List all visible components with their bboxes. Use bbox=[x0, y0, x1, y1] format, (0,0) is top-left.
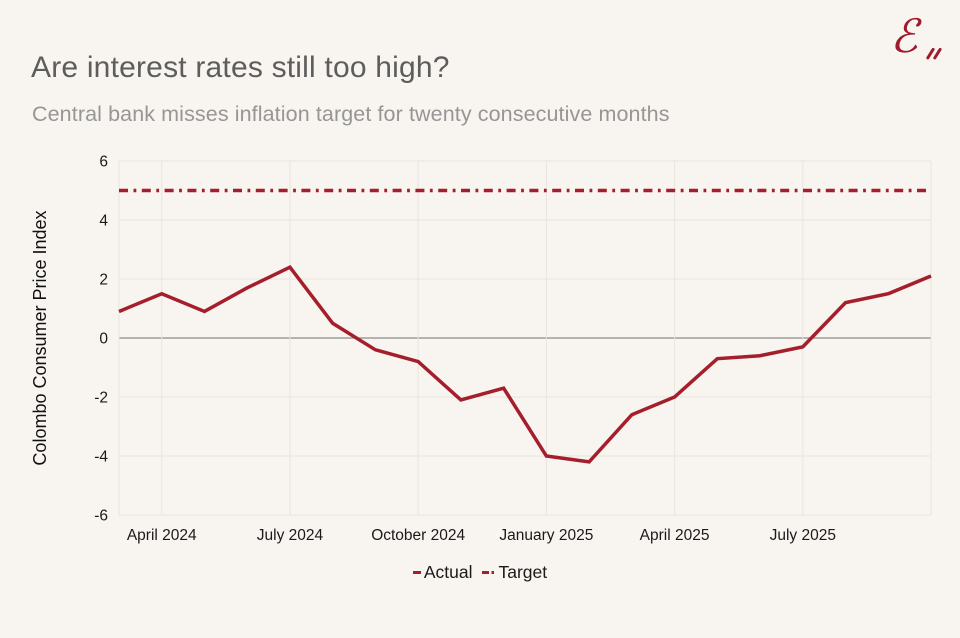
x-tick-label: April 2024 bbox=[127, 527, 197, 544]
y-tick-label: -6 bbox=[94, 508, 108, 525]
y-tick-label: -4 bbox=[94, 449, 108, 466]
actual-series-line bbox=[118, 265, 932, 464]
x-tick-label: April 2025 bbox=[640, 527, 710, 544]
x-tick-label: July 2025 bbox=[770, 527, 836, 544]
y-tick-label: 6 bbox=[99, 154, 108, 171]
chart-legend: Actual Target bbox=[0, 562, 960, 583]
x-axis-tick-labels: April 2024 July 2024 October 2024 January 2… bbox=[127, 527, 836, 544]
legend-item-target: Target bbox=[481, 562, 548, 583]
brand-logo-icon: ℰ bbox=[890, 9, 918, 63]
y-tick-label: 2 bbox=[99, 272, 108, 289]
page-title: Are interest rates still too high? bbox=[31, 51, 450, 84]
x-tick-label: July 2024 bbox=[257, 527, 324, 544]
y-axis-title: Colombo Consumer Price Index bbox=[30, 210, 50, 465]
horizontal-gridlines bbox=[119, 160, 931, 516]
actual-line-swatch-icon bbox=[412, 571, 421, 574]
x-tick-label: October 2024 bbox=[371, 527, 465, 544]
target-line-swatch-icon bbox=[481, 571, 496, 574]
legend-item-actual: Actual bbox=[412, 562, 473, 583]
y-tick-label: 0 bbox=[99, 331, 108, 348]
legend-label-actual: Actual bbox=[423, 562, 473, 582]
page-subtitle: Central bank misses inflation target for… bbox=[32, 102, 670, 126]
y-axis-tick-labels: 6 4 2 0 -2 -4 -6 bbox=[94, 154, 108, 525]
y-tick-label: -2 bbox=[94, 390, 108, 407]
x-tick-label: January 2025 bbox=[499, 527, 593, 544]
legend-label-target: Target bbox=[498, 562, 548, 582]
vertical-gridlines bbox=[118, 161, 932, 515]
brand-logo: ℰ bbox=[888, 8, 942, 66]
y-tick-label: 4 bbox=[99, 213, 108, 230]
